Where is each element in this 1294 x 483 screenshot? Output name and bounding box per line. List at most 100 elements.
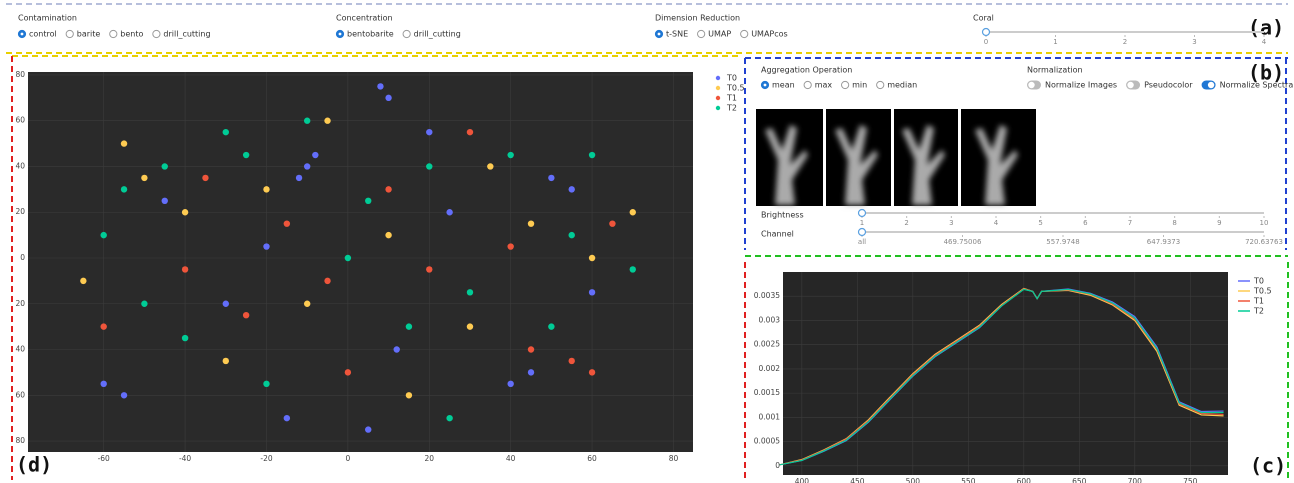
scatter-point[interactable] (589, 255, 595, 261)
scatter-point[interactable] (365, 198, 371, 204)
scatter-point[interactable] (487, 163, 493, 169)
scatter-point[interactable] (121, 392, 127, 398)
scatter-point[interactable] (141, 175, 147, 181)
radio-label[interactable]: mean (772, 81, 795, 90)
scatter-point[interactable] (426, 163, 432, 169)
scatter-point[interactable] (243, 312, 249, 318)
scatter-point[interactable] (121, 140, 127, 146)
scatter-point[interactable] (345, 369, 351, 375)
scatter-point[interactable] (202, 175, 208, 181)
scatter-point[interactable] (589, 152, 595, 158)
radio-label[interactable]: t-SNE (666, 30, 688, 39)
scatter-point[interactable] (446, 209, 452, 215)
legend-marker (716, 76, 720, 80)
scatter-point[interactable] (589, 369, 595, 375)
scatter-point[interactable] (377, 83, 383, 89)
scatter-point[interactable] (243, 152, 249, 158)
radio-label[interactable]: median (887, 81, 917, 90)
radio[interactable] (698, 30, 705, 37)
scatter-point[interactable] (507, 152, 513, 158)
radio[interactable] (153, 30, 160, 37)
slider-handle[interactable] (859, 229, 866, 236)
scatter-point[interactable] (100, 232, 106, 238)
radio-label[interactable]: min (852, 81, 867, 90)
scatter-point[interactable] (406, 392, 412, 398)
slider-handle[interactable] (859, 210, 866, 217)
radio[interactable] (877, 81, 884, 88)
scatter-point[interactable] (223, 129, 229, 135)
radio[interactable] (403, 30, 410, 37)
scatter-point[interactable] (324, 278, 330, 284)
scatter-point[interactable] (528, 369, 534, 375)
slider-handle[interactable] (983, 29, 990, 36)
scatter-point[interactable] (446, 415, 452, 421)
radio-label[interactable]: bentobarite (347, 30, 394, 39)
scatter-point[interactable] (304, 301, 310, 307)
radio-label[interactable]: drill_cutting (414, 30, 461, 39)
scatter-point[interactable] (385, 186, 391, 192)
scatter-point[interactable] (100, 323, 106, 329)
scatter-point[interactable] (569, 358, 575, 364)
scatter-point[interactable] (284, 415, 290, 421)
scatter-point[interactable] (609, 220, 615, 226)
radio-label[interactable]: barite (77, 30, 101, 39)
radio[interactable] (804, 81, 811, 88)
radio[interactable] (110, 30, 117, 37)
toggle-label[interactable]: Normalize Spectra (1220, 81, 1294, 90)
radio-label[interactable]: UMAP (708, 30, 731, 39)
scatter-point[interactable] (528, 346, 534, 352)
scatter-point[interactable] (467, 323, 473, 329)
scatter-point[interactable] (263, 381, 269, 387)
scatter-point[interactable] (182, 335, 188, 341)
radio[interactable] (66, 30, 73, 37)
scatter-point[interactable] (385, 232, 391, 238)
scatter-point[interactable] (263, 243, 269, 249)
toggle-label[interactable]: Normalize Images (1045, 81, 1117, 90)
scatter-point[interactable] (569, 232, 575, 238)
slider-label: Brightness (761, 211, 804, 220)
scatter-point[interactable] (312, 152, 318, 158)
scatter-point[interactable] (100, 381, 106, 387)
scatter-point[interactable] (324, 118, 330, 124)
scatter-point[interactable] (304, 118, 310, 124)
scatter-point[interactable] (569, 186, 575, 192)
scatter-point[interactable] (162, 198, 168, 204)
radio[interactable] (741, 30, 748, 37)
scatter-point[interactable] (80, 278, 86, 284)
radio-label[interactable]: max (815, 81, 833, 90)
scatter-point[interactable] (548, 323, 554, 329)
scatter-point[interactable] (467, 129, 473, 135)
scatter-point[interactable] (223, 358, 229, 364)
scatter-point[interactable] (182, 266, 188, 272)
scatter-point[interactable] (182, 209, 188, 215)
toggle-label[interactable]: Pseudocolor (1144, 81, 1193, 90)
scatter-point[interactable] (507, 381, 513, 387)
scatter-point[interactable] (162, 163, 168, 169)
radio[interactable] (842, 81, 849, 88)
radio-label[interactable]: control (29, 30, 57, 39)
scatter-point[interactable] (426, 266, 432, 272)
scatter-point[interactable] (121, 186, 127, 192)
scatter-point[interactable] (467, 289, 473, 295)
scatter-point[interactable] (223, 301, 229, 307)
scatter-point[interactable] (141, 301, 147, 307)
scatter-point[interactable] (394, 346, 400, 352)
scatter-point[interactable] (345, 255, 351, 261)
scatter-point[interactable] (304, 163, 310, 169)
scatter-point[interactable] (589, 289, 595, 295)
scatter-point[interactable] (630, 209, 636, 215)
radio-label[interactable]: UMAPcos (751, 30, 788, 39)
radio-label[interactable]: bento (120, 30, 143, 39)
scatter-point[interactable] (284, 220, 290, 226)
scatter-point[interactable] (548, 175, 554, 181)
scatter-point[interactable] (385, 95, 391, 101)
scatter-point[interactable] (426, 129, 432, 135)
scatter-point[interactable] (406, 323, 412, 329)
scatter-point[interactable] (296, 175, 302, 181)
radio-label[interactable]: drill_cutting (163, 30, 210, 39)
scatter-point[interactable] (507, 243, 513, 249)
scatter-point[interactable] (365, 426, 371, 432)
scatter-point[interactable] (630, 266, 636, 272)
scatter-point[interactable] (263, 186, 269, 192)
scatter-point[interactable] (528, 220, 534, 226)
